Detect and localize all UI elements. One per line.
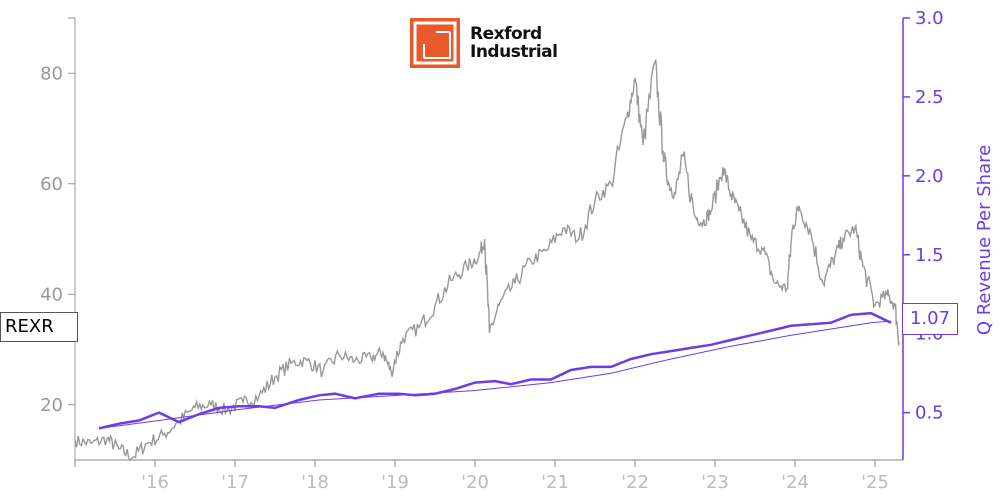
x-tick-label: '25 <box>861 472 889 493</box>
right-tick-label: 2.5 <box>915 87 944 108</box>
x-tick-label: '21 <box>541 472 569 493</box>
last-value-label: 1.07 <box>902 303 958 335</box>
revenue-series-line <box>98 311 892 430</box>
price-series-line <box>74 59 900 462</box>
revenue-trend-line <box>98 320 892 429</box>
x-tick-label: '18 <box>301 472 329 493</box>
left-tick-label: 60 <box>40 174 63 195</box>
x-tick-label: '20 <box>461 472 489 493</box>
logo-text: Rexford Industrial <box>470 24 558 62</box>
x-tick-label: '16 <box>141 472 169 493</box>
x-tick-label: '23 <box>701 472 729 493</box>
right-tick-label: 0.5 <box>915 403 944 424</box>
ticker-label: REXR <box>0 312 78 342</box>
logo-line1: Rexford <box>470 24 542 44</box>
right-axis-label: Q Revenue Per Share <box>974 145 995 335</box>
right-tick-label: 2.0 <box>915 166 944 187</box>
x-tick-label: '19 <box>381 472 409 493</box>
right-tick-label: 1.5 <box>915 245 944 266</box>
logo-line2: Industrial <box>470 42 558 62</box>
left-tick-label: 80 <box>40 63 63 84</box>
x-tick-label: '24 <box>781 472 809 493</box>
rexford-logo: Rexford Industrial <box>410 18 558 68</box>
rexford-logo-mark-icon <box>410 18 460 68</box>
left-tick-label: 20 <box>40 395 63 416</box>
x-tick-label: '22 <box>621 472 649 493</box>
left-tick-label: 40 <box>40 284 63 305</box>
right-tick-label: 3.0 <box>915 8 944 29</box>
x-tick-label: '17 <box>221 472 249 493</box>
